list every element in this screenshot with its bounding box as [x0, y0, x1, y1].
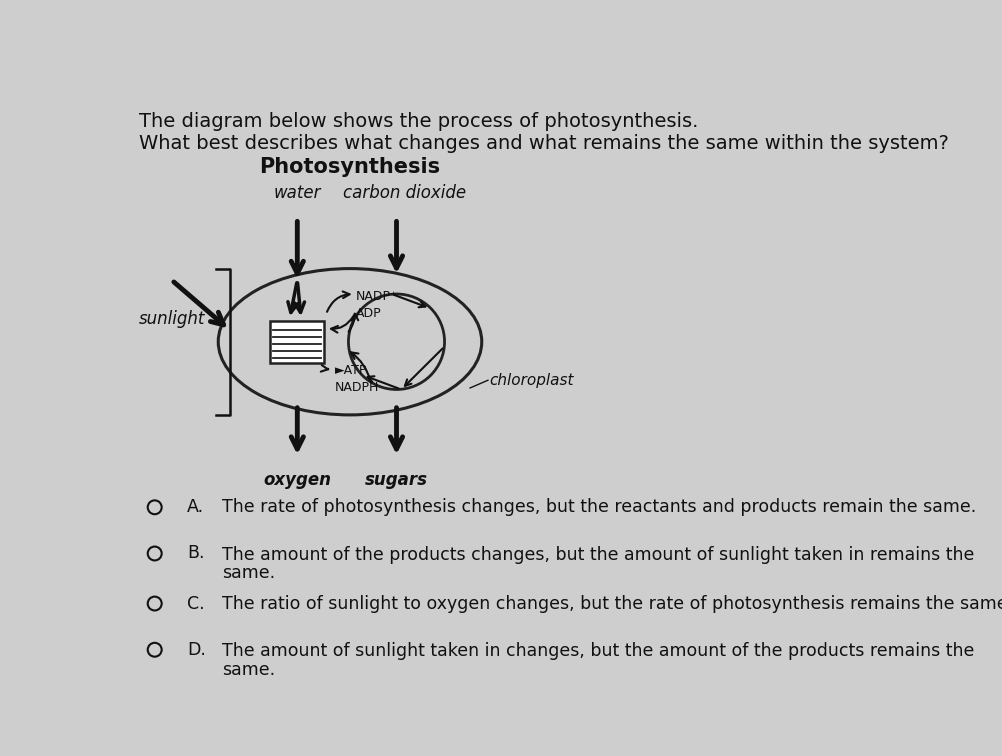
Text: NADP⁺
ADP: NADP⁺ ADP — [356, 290, 398, 320]
Text: sugars: sugars — [365, 471, 428, 489]
Text: water: water — [274, 184, 321, 202]
Text: same.: same. — [222, 661, 276, 679]
Text: chloroplast: chloroplast — [490, 373, 574, 388]
Text: oxygen: oxygen — [264, 471, 332, 489]
Text: same.: same. — [222, 564, 276, 582]
Text: The diagram below shows the process of photosynthesis.: The diagram below shows the process of p… — [139, 113, 698, 132]
Text: What best describes what changes and what remains the same within the system?: What best describes what changes and wha… — [139, 134, 949, 153]
Text: The amount of sunlight taken in changes, but the amount of the products remains : The amount of sunlight taken in changes,… — [222, 642, 975, 660]
Text: The ratio of sunlight to oxygen changes, but the rate of photosynthesis remains : The ratio of sunlight to oxygen changes,… — [222, 594, 1002, 612]
Text: D.: D. — [187, 641, 206, 658]
Text: sunlight: sunlight — [139, 310, 205, 327]
Bar — [271, 321, 325, 363]
Text: B.: B. — [187, 544, 204, 562]
Text: ►ATP
NADPH: ►ATP NADPH — [335, 364, 379, 394]
Text: A.: A. — [187, 498, 204, 516]
Text: The rate of photosynthesis changes, but the reactants and products remain the sa: The rate of photosynthesis changes, but … — [222, 498, 976, 516]
Text: Photosynthesis: Photosynthesis — [260, 157, 441, 177]
Text: The amount of the products changes, but the amount of sunlight taken in remains : The amount of the products changes, but … — [222, 546, 975, 564]
Text: C.: C. — [187, 594, 204, 612]
Text: carbon dioxide: carbon dioxide — [343, 184, 466, 202]
